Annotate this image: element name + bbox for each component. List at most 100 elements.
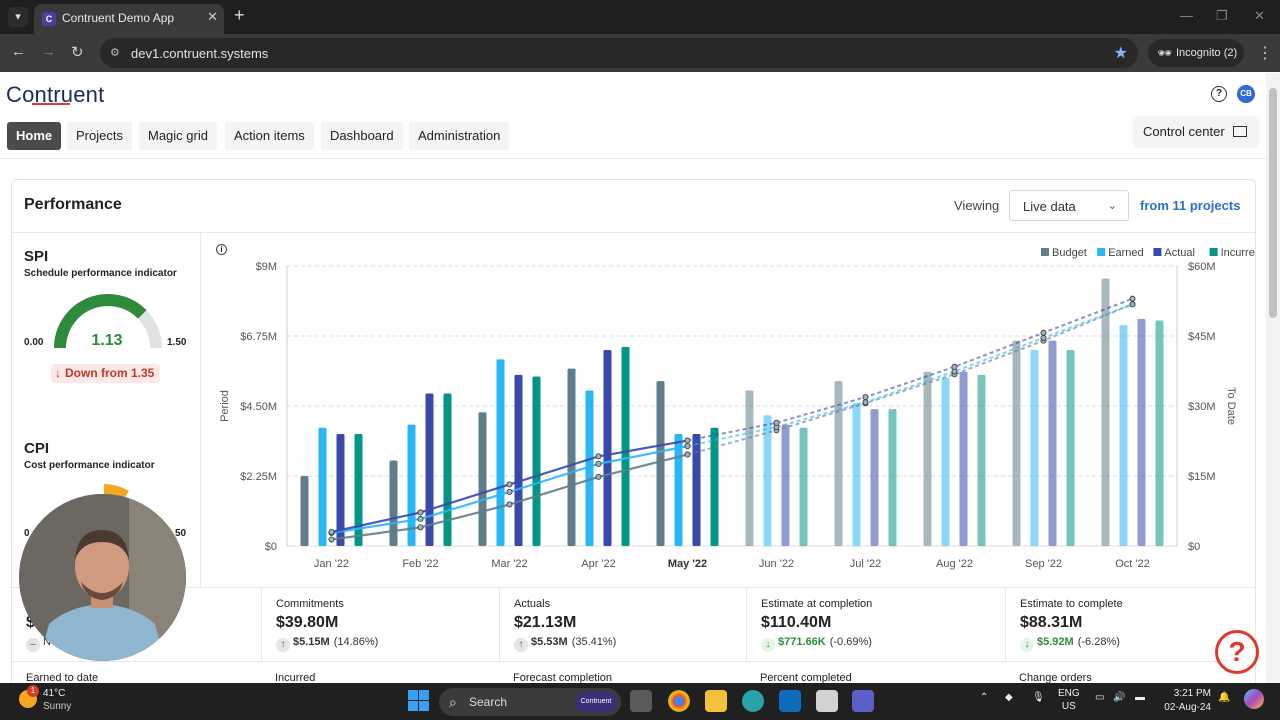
bookmark-star-icon[interactable]: ★: [1113, 45, 1128, 62]
nav-tab-projects[interactable]: Projects: [67, 122, 132, 150]
cumulative-point: [1040, 329, 1047, 336]
nav-tab-action-items[interactable]: Action items: [225, 122, 314, 150]
cumulative-point: [595, 453, 602, 460]
arrow-up-icon: ↑: [276, 638, 290, 652]
weather-badge: 1: [27, 685, 39, 697]
restore-icon[interactable]: ❐: [1216, 8, 1228, 23]
control-center-button[interactable]: Control center: [1133, 116, 1259, 148]
bar-actual: [603, 350, 612, 546]
x-tick-label: Oct '22: [1115, 558, 1150, 570]
windows-start-icon[interactable]: [408, 690, 429, 711]
cumulative-point: [684, 437, 691, 444]
notification-bell-icon[interactable]: 🔔: [1218, 692, 1231, 703]
forecast-line-budget: [687, 303, 1133, 456]
snipping-tool-icon[interactable]: [816, 690, 838, 712]
cpi-gauge-fill: [103, 484, 129, 502]
spi-title: SPI: [24, 248, 49, 265]
metric-change: – N: [26, 636, 51, 652]
metric-label: Percent completed: [760, 672, 852, 684]
dropbox-icon[interactable]: ◆: [1005, 692, 1013, 703]
contruent-logo[interactable]: Contruent: [6, 82, 105, 107]
projects-link[interactable]: from 11 projects: [1140, 198, 1241, 213]
y-right-tick-label: $15M: [1188, 471, 1216, 483]
cumulative-point: [951, 363, 958, 370]
metric-value: $39.80M: [276, 614, 339, 631]
browser-tab[interactable]: C Contruent Demo App ✕: [34, 4, 224, 34]
cumulative-point: [328, 536, 335, 543]
back-icon[interactable]: ←: [11, 43, 26, 60]
volume-icon[interactable]: 🔊: [1113, 692, 1126, 703]
bar-earned: [852, 402, 861, 546]
nav-tab-dashboard[interactable]: Dashboard: [321, 122, 403, 150]
network-icon[interactable]: ▭: [1095, 692, 1105, 703]
legend-item-actual: Actual: [1164, 247, 1195, 259]
metric-label: Commitments: [276, 598, 344, 610]
metric-label: Estimate at completion: [761, 598, 873, 610]
help-icon[interactable]: ?: [1211, 86, 1227, 102]
microphone-icon[interactable]: 🎙: [1032, 692, 1045, 703]
legend-item-incurred: Incurred: [1221, 247, 1255, 259]
data-source-select[interactable]: Live data ⌄: [1009, 190, 1129, 221]
spi-value: 1.13: [91, 332, 123, 349]
chrome-icon[interactable]: [668, 690, 690, 712]
incognito-button[interactable]: 🕶 Incognito (2): [1148, 39, 1244, 67]
task-view-icon[interactable]: [630, 690, 652, 712]
spi-trend-text: Down from 1.35: [65, 366, 155, 380]
y-right-tick-label: $60M: [1188, 261, 1216, 273]
cumulative-point: [506, 481, 513, 488]
cpi-title: CPI: [24, 440, 50, 457]
edge-icon[interactable]: [742, 690, 764, 712]
bar-budget: [745, 390, 754, 546]
metric-card[interactable]: Estimate at completion $110.40M ↓ $771.66K(…: [746, 588, 1005, 662]
help-fab-button[interactable]: ?: [1215, 630, 1259, 674]
metric-card[interactable]: Estimate to complete $88.31M ↓ $5.92M (-6.28…: [1005, 588, 1255, 662]
y-left-tick-label: $0: [265, 541, 277, 553]
nav-tab-magic-grid[interactable]: Magic grid: [139, 122, 217, 150]
outlook-icon[interactable]: [779, 690, 801, 712]
metric-change-pct: (-6.28%): [1077, 636, 1120, 648]
arrow-down-icon: ↓: [761, 638, 775, 652]
y-left-tick-label: $2.25M: [240, 471, 277, 483]
metric-label: Forecast completion: [513, 672, 613, 684]
reload-icon[interactable]: ↻: [71, 44, 84, 61]
metric-card[interactable]: Actuals $21.13M ↑ $5.53M (35.41%): [499, 588, 746, 662]
tray-chevron-icon[interactable]: ⌃: [980, 692, 989, 703]
forward-icon[interactable]: →: [41, 43, 56, 60]
taskbar-search[interactable]: ⌕ Search Contruent: [439, 688, 621, 716]
avatar[interactable]: CB: [1237, 85, 1255, 103]
nav-tab-home[interactable]: Home: [7, 122, 62, 150]
teams-icon[interactable]: [852, 690, 874, 712]
spi-gauge: [54, 294, 162, 349]
minimize-icon[interactable]: —: [1180, 8, 1193, 23]
address-bar[interactable]: ⚙ dev1.contruent.systems ★: [100, 38, 1138, 68]
browser-menu-icon[interactable]: ⋮: [1257, 45, 1273, 62]
scrollbar-thumb[interactable]: [1269, 88, 1277, 318]
taskbar-clock[interactable]: 3:21 PM 02-Aug-24: [1163, 687, 1211, 715]
battery-icon[interactable]: ▬: [1135, 692, 1145, 703]
metric-card[interactable]: $ – N: [12, 588, 261, 662]
arrow-up-icon: ↑: [514, 638, 528, 652]
bar-budget: [567, 368, 576, 546]
arrow-down-icon: ↓: [1020, 638, 1034, 652]
legend-swatch: [1097, 248, 1106, 256]
cumulative-point: [417, 509, 424, 516]
bar-budget: [834, 381, 843, 546]
chart-info-icon[interactable]: i: [216, 244, 227, 255]
nav-tab-administration[interactable]: Administration: [409, 122, 510, 150]
x-tick-label: Jan '22: [314, 558, 349, 570]
cumulative-point: [1040, 334, 1047, 341]
metric-change: ↑ $5.15M (14.86%): [276, 636, 378, 652]
close-tab-icon[interactable]: ✕: [207, 9, 218, 24]
metric-change-amount: $5.53M: [531, 636, 568, 648]
new-tab-icon[interactable]: +: [234, 5, 245, 25]
legend-swatch: [1041, 248, 1049, 256]
site-info-icon[interactable]: ⚙: [110, 47, 120, 59]
file-explorer-icon[interactable]: [705, 690, 727, 712]
x-tick-label: Aug '22: [936, 558, 973, 570]
language-indicator[interactable]: ENG US: [1058, 687, 1080, 713]
cpi-gauge-max: 50: [175, 528, 187, 539]
close-window-icon[interactable]: ✕: [1254, 8, 1265, 23]
copilot-icon[interactable]: [1244, 689, 1264, 709]
tab-search-button[interactable]: ▾: [8, 7, 28, 27]
metric-card[interactable]: Commitments $39.80M ↑ $5.15M (14.86%): [261, 588, 499, 662]
